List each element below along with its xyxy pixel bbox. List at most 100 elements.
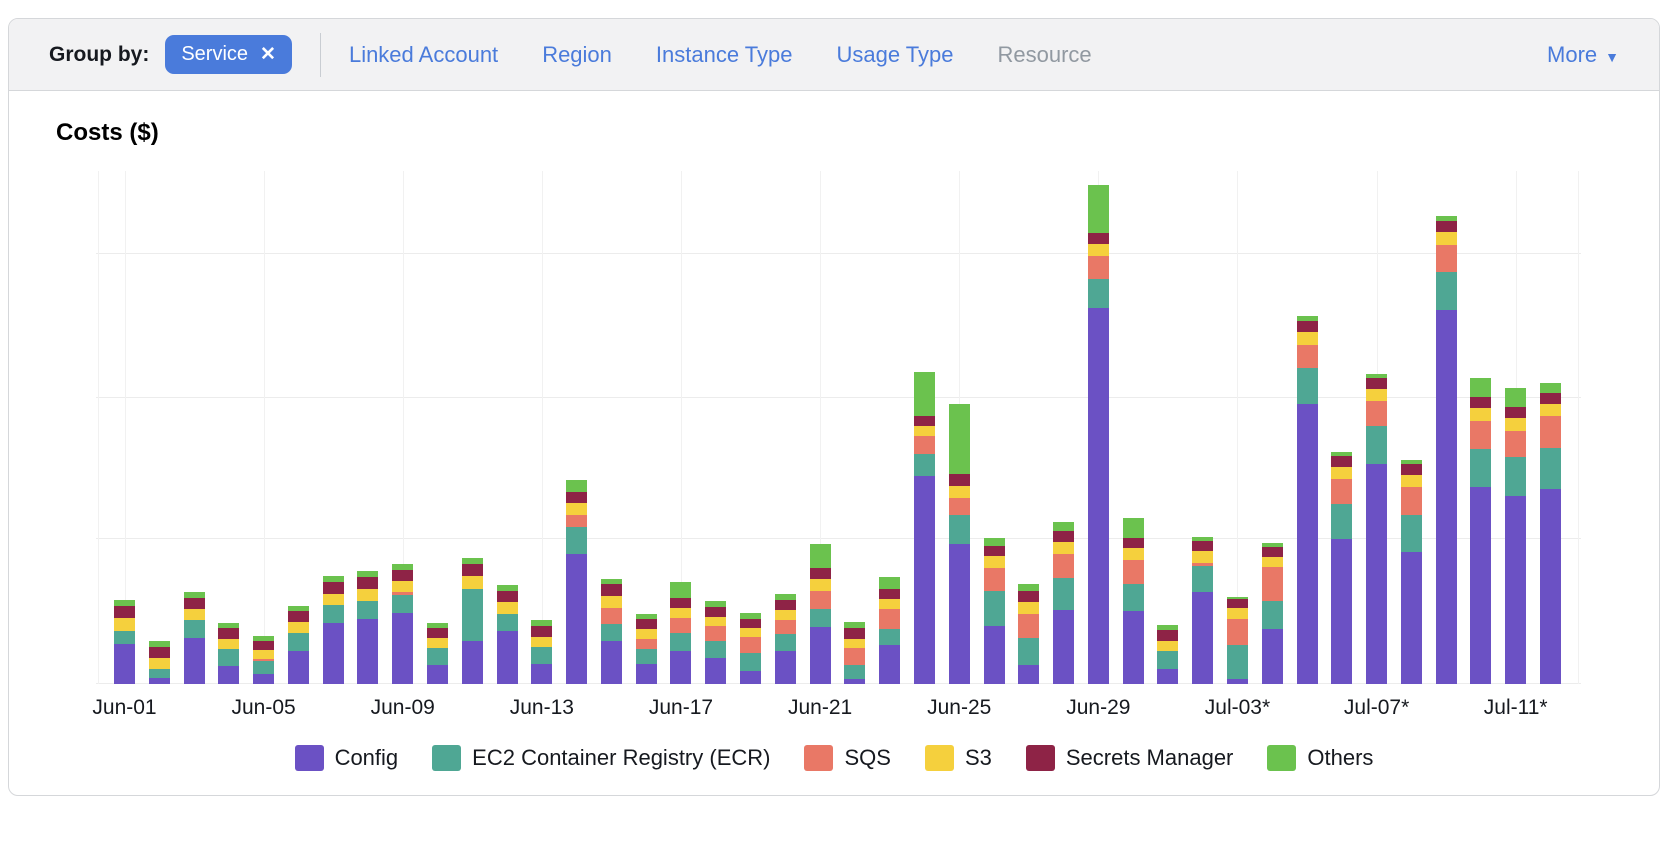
bar-segment-others[interactable] xyxy=(1192,537,1214,541)
bar-segment-others[interactable] xyxy=(357,571,379,577)
bar-segment-config[interactable] xyxy=(948,544,970,684)
bar-segment-ec2-container-registry-ecr[interactable] xyxy=(1470,449,1492,487)
bar-segment-s3[interactable] xyxy=(948,486,970,498)
bar-segment-config[interactable] xyxy=(218,666,240,684)
bar-segment-secrets-manager[interactable] xyxy=(357,577,379,589)
bar-segment-config[interactable] xyxy=(774,651,796,684)
bar-segment-secrets-manager[interactable] xyxy=(600,584,622,596)
bar-segment-config[interactable] xyxy=(809,627,831,684)
bar-segment-config[interactable] xyxy=(705,658,727,684)
bar-segment-s3[interactable] xyxy=(148,658,170,669)
bar-segment-secrets-manager[interactable] xyxy=(566,492,588,503)
bar-segment-sqs[interactable] xyxy=(809,591,831,609)
bar-segment-ec2-container-registry-ecr[interactable] xyxy=(879,629,901,645)
bar-segment-others[interactable] xyxy=(1018,584,1040,591)
bar-segment-s3[interactable] xyxy=(774,610,796,620)
stacked-bar[interactable] xyxy=(1018,584,1040,684)
bar-segment-ec2-container-registry-ecr[interactable] xyxy=(322,605,344,623)
bar-segment-s3[interactable] xyxy=(114,618,135,631)
stacked-bar[interactable] xyxy=(740,613,762,684)
bar-segment-config[interactable] xyxy=(531,664,553,684)
bar-segment-s3[interactable] xyxy=(1296,332,1318,345)
bar-segment-s3[interactable] xyxy=(1261,557,1283,567)
bar-segment-s3[interactable] xyxy=(1087,244,1109,256)
bar-segment-secrets-manager[interactable] xyxy=(114,606,135,618)
stacked-bar[interactable] xyxy=(1505,388,1527,684)
bar-segment-ec2-container-registry-ecr[interactable] xyxy=(114,631,135,644)
bar-segment-others[interactable] xyxy=(1539,383,1561,393)
bar-segment-secrets-manager[interactable] xyxy=(1539,393,1561,404)
bar-segment-secrets-manager[interactable] xyxy=(253,641,275,650)
bar-segment-s3[interactable] xyxy=(740,628,762,637)
bar-segment-sqs[interactable] xyxy=(1366,401,1388,426)
bar-segment-sqs[interactable] xyxy=(983,568,1005,591)
bar-segment-config[interactable] xyxy=(1018,665,1040,684)
bar-segment-s3[interactable] xyxy=(844,639,866,648)
bar-segment-ec2-container-registry-ecr[interactable] xyxy=(357,601,379,619)
bar-segment-others[interactable] xyxy=(1505,388,1527,407)
bar-segment-ec2-container-registry-ecr[interactable] xyxy=(1087,279,1109,308)
bar-segment-secrets-manager[interactable] xyxy=(1157,630,1179,641)
bar-segment-ec2-container-registry-ecr[interactable] xyxy=(948,515,970,544)
bar-segment-ec2-container-registry-ecr[interactable] xyxy=(1053,578,1075,610)
bar-segment-s3[interactable] xyxy=(1470,408,1492,421)
bar-segment-config[interactable] xyxy=(253,674,275,684)
bar-segment-secrets-manager[interactable] xyxy=(1331,456,1353,467)
bar-segment-others[interactable] xyxy=(983,538,1005,546)
bar-segment-config[interactable] xyxy=(566,554,588,684)
bar-segment-config[interactable] xyxy=(983,626,1005,684)
bar-segment-config[interactable] xyxy=(1157,669,1179,684)
remove-filter-icon[interactable]: ✕ xyxy=(260,44,276,65)
stacked-bar[interactable] xyxy=(1331,452,1353,684)
bar-segment-config[interactable] xyxy=(1053,610,1075,684)
legend-item[interactable]: S3 xyxy=(924,745,992,771)
bar-segment-secrets-manager[interactable] xyxy=(1435,221,1457,232)
bar-segment-config[interactable] xyxy=(496,631,518,684)
bar-segment-sqs[interactable] xyxy=(600,608,622,624)
stacked-bar[interactable] xyxy=(1122,518,1144,684)
bar-segment-sqs[interactable] xyxy=(1470,421,1492,449)
stacked-bar[interactable] xyxy=(635,614,657,684)
bar-segment-ec2-container-registry-ecr[interactable] xyxy=(1296,368,1318,404)
bar-segment-s3[interactable] xyxy=(1366,389,1388,401)
stacked-bar[interactable] xyxy=(844,622,866,684)
bar-segment-others[interactable] xyxy=(774,594,796,600)
bar-segment-s3[interactable] xyxy=(427,638,449,648)
bar-segment-others[interactable] xyxy=(1122,518,1144,538)
bar-segment-others[interactable] xyxy=(1366,374,1388,378)
bar-segment-config[interactable] xyxy=(740,671,762,684)
bar-segment-config[interactable] xyxy=(114,644,135,684)
bar-segment-sqs[interactable] xyxy=(253,659,275,661)
bar-segment-config[interactable] xyxy=(1122,611,1144,684)
stacked-bar[interactable] xyxy=(322,576,344,684)
bar-segment-secrets-manager[interactable] xyxy=(148,647,170,658)
bar-segment-s3[interactable] xyxy=(705,617,727,626)
bar-segment-ec2-container-registry-ecr[interactable] xyxy=(253,661,275,674)
legend-item[interactable]: SQS xyxy=(804,745,891,771)
bar-segment-s3[interactable] xyxy=(879,599,901,609)
bar-segment-s3[interactable] xyxy=(461,576,483,589)
bar-segment-ec2-container-registry-ecr[interactable] xyxy=(705,641,727,658)
bar-segment-sqs[interactable] xyxy=(1435,245,1457,272)
bar-segment-sqs[interactable] xyxy=(566,515,588,527)
bar-segment-others[interactable] xyxy=(844,622,866,628)
bar-segment-secrets-manager[interactable] xyxy=(1226,599,1248,608)
bar-segment-others[interactable] xyxy=(879,577,901,589)
bar-segment-others[interactable] xyxy=(183,592,205,598)
bar-segment-ec2-container-registry-ecr[interactable] xyxy=(1018,638,1040,665)
bar-segment-sqs[interactable] xyxy=(1539,416,1561,448)
bar-segment-s3[interactable] xyxy=(1226,608,1248,619)
bar-segment-s3[interactable] xyxy=(218,639,240,649)
bar-segment-ec2-container-registry-ecr[interactable] xyxy=(1226,645,1248,679)
stacked-bar[interactable] xyxy=(1192,537,1214,684)
bar-segment-s3[interactable] xyxy=(983,556,1005,568)
bar-segment-others[interactable] xyxy=(531,620,553,626)
bar-segment-secrets-manager[interactable] xyxy=(879,589,901,599)
bar-segment-others[interactable] xyxy=(1331,452,1353,456)
bar-segment-ec2-container-registry-ecr[interactable] xyxy=(740,653,762,671)
bar-segment-others[interactable] xyxy=(948,404,970,474)
bar-segment-others[interactable] xyxy=(392,564,414,570)
bar-segment-ec2-container-registry-ecr[interactable] xyxy=(1435,272,1457,310)
stacked-bar[interactable] xyxy=(774,594,796,684)
bar-segment-s3[interactable] xyxy=(1053,542,1075,554)
